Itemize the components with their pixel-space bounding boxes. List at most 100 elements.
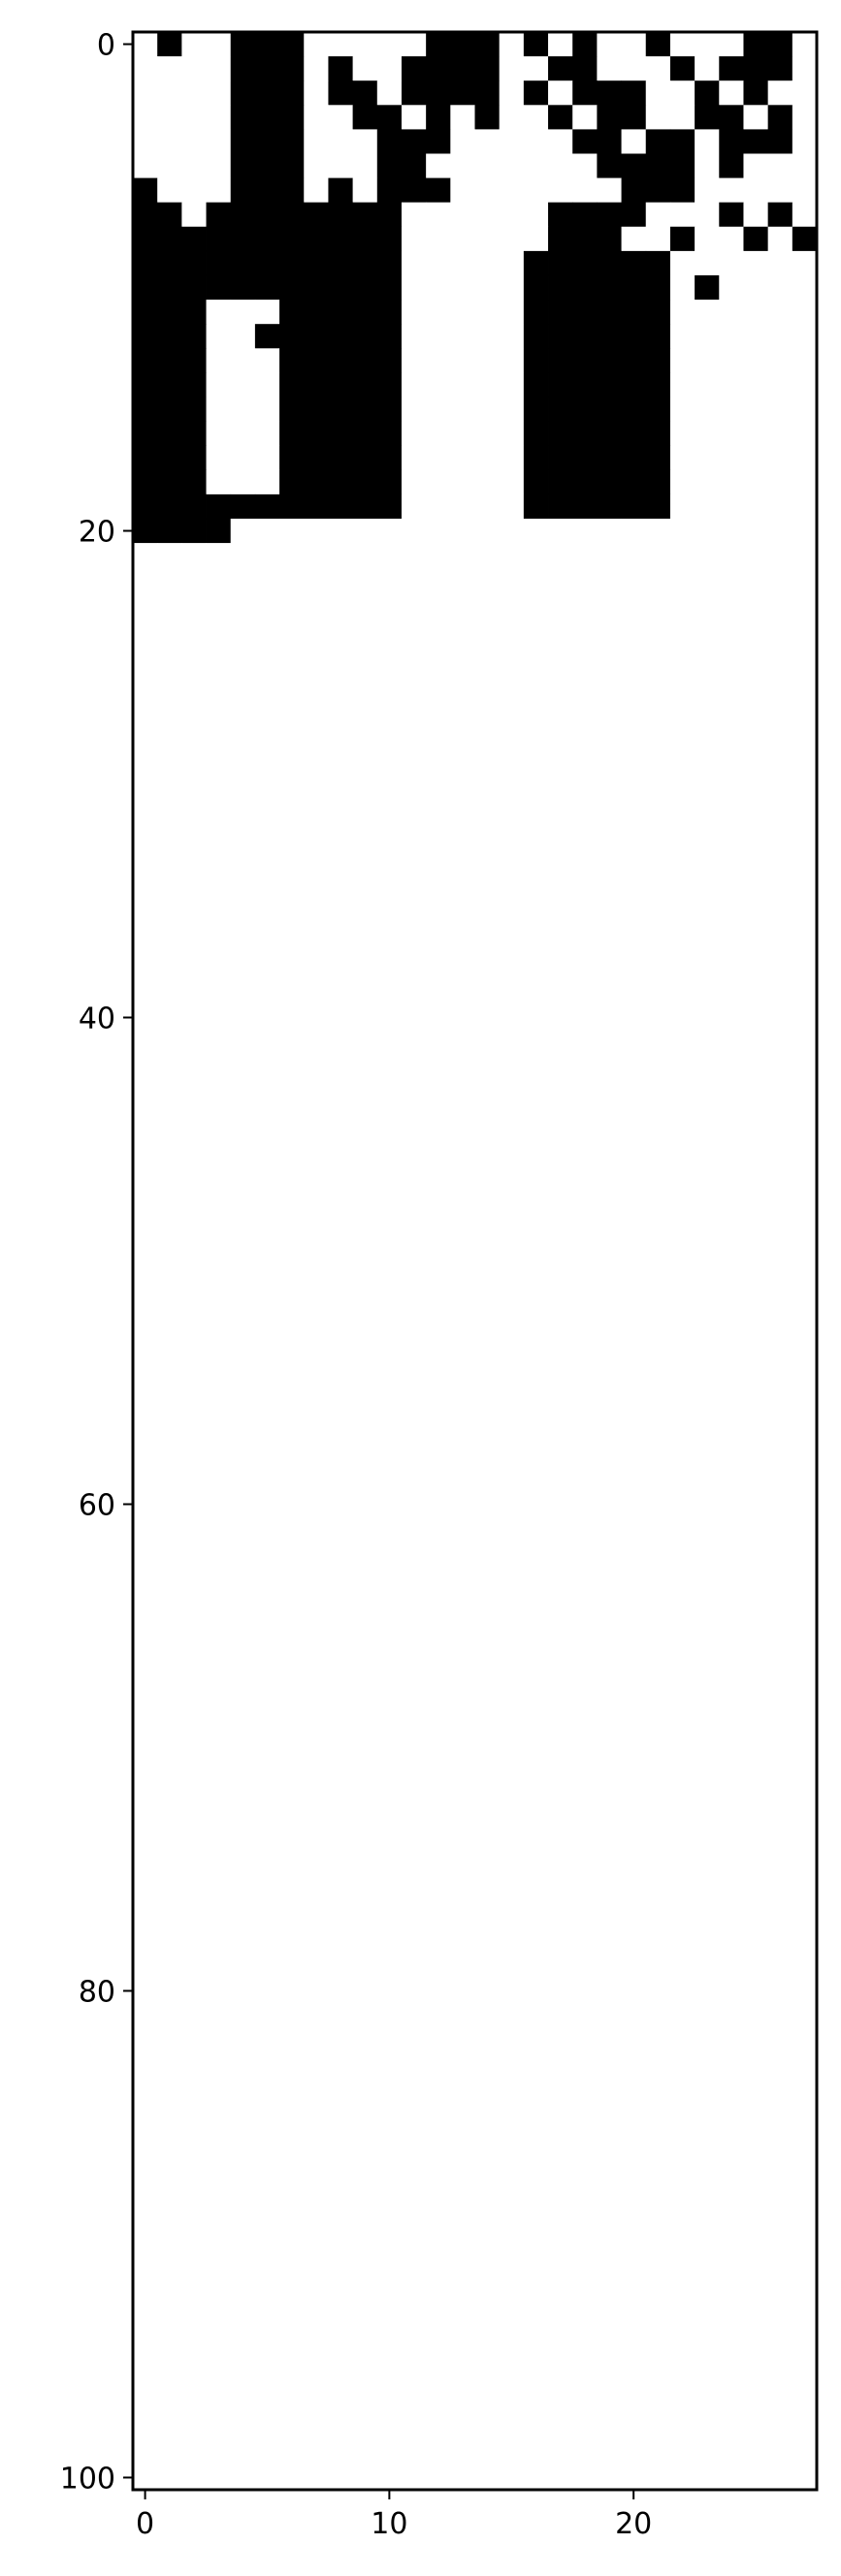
heatmap-cell [254, 1248, 280, 1274]
heatmap-cell [572, 32, 598, 57]
heatmap-cell [621, 835, 647, 860]
heatmap-cell [767, 1565, 793, 1590]
heatmap-cell [695, 616, 720, 641]
heatmap-cell [695, 2271, 720, 2296]
heatmap-cell [376, 1224, 403, 1250]
heatmap-cell [401, 1760, 427, 1785]
heatmap-cell [499, 1346, 525, 1371]
heatmap-cell [695, 811, 720, 836]
heatmap-cell [523, 2392, 549, 2418]
heatmap-cell [645, 811, 671, 836]
heatmap-cell [352, 1613, 378, 1638]
heatmap-cell [376, 616, 403, 641]
heatmap-cell [669, 1905, 695, 1931]
heatmap-cell [792, 2003, 818, 2028]
heatmap-cell [597, 688, 622, 715]
heatmap-cell [474, 1929, 501, 1956]
heatmap-cell [669, 1857, 695, 1882]
heatmap-cell [621, 274, 647, 301]
heatmap-cell [645, 324, 671, 349]
heatmap-cell [695, 1054, 720, 1079]
heatmap-cell [743, 202, 769, 228]
heatmap-cell [279, 1905, 305, 1931]
heatmap-cell [743, 2465, 769, 2491]
heatmap-cell [254, 1078, 280, 1103]
heatmap-cell [352, 32, 378, 57]
heatmap-cell [328, 1954, 354, 1980]
heatmap-cell [474, 1710, 501, 1736]
heatmap-cell [645, 2100, 671, 2125]
heatmap-cell [426, 2027, 451, 2052]
heatmap-cell [792, 518, 818, 544]
heatmap-cell [376, 105, 403, 130]
heatmap-cell [621, 493, 647, 520]
heatmap-cell [669, 2271, 695, 2296]
heatmap-cell [328, 1686, 354, 1712]
heatmap-cell [254, 1030, 280, 1055]
heatmap-cell [523, 1054, 549, 1079]
heatmap-cell [548, 1297, 573, 1322]
heatmap-cell [499, 1565, 525, 1590]
heatmap-cell [279, 2076, 305, 2101]
heatmap-cell [376, 786, 403, 811]
heatmap-cell [719, 274, 744, 301]
heatmap-cell [254, 1297, 280, 1322]
heatmap-cell [719, 2465, 744, 2491]
heatmap-cell [792, 761, 818, 787]
heatmap-cell [304, 129, 329, 154]
heatmap-cell [499, 1199, 525, 1225]
heatmap-cell [230, 226, 256, 252]
heatmap-cell [133, 591, 158, 617]
heatmap-cell [181, 1443, 207, 1469]
heatmap-cell [157, 2246, 182, 2272]
heatmap-cell [279, 1443, 305, 1469]
heatmap-cell [328, 2440, 354, 2466]
heatmap-cell [621, 1102, 647, 1128]
heatmap-cell [645, 567, 671, 592]
heatmap-cell [181, 1760, 207, 1785]
heatmap-cell [352, 640, 378, 665]
heatmap-cell [426, 250, 451, 276]
heatmap-cell [792, 640, 818, 665]
heatmap-cell [254, 1151, 280, 1177]
heatmap-cell [450, 1175, 475, 1201]
heatmap-cell [669, 1102, 695, 1128]
heatmap-cell [206, 2246, 232, 2272]
heatmap-cell [352, 1370, 378, 1395]
heatmap-cell [645, 1273, 671, 1298]
heatmap-cell [279, 932, 305, 958]
heatmap-cell [230, 1929, 256, 1956]
heatmap-cell [572, 1054, 598, 1079]
heatmap-cell [743, 1905, 769, 1931]
heatmap-cell [474, 202, 501, 228]
heatmap-cell [328, 2271, 354, 2296]
heatmap-cell [767, 2173, 793, 2199]
heatmap-cell [230, 469, 256, 495]
heatmap-cell [352, 421, 378, 447]
heatmap-cell [572, 1491, 598, 1517]
heatmap-cell [743, 932, 769, 958]
heatmap-cell [157, 2100, 182, 2125]
heatmap-cell [572, 1248, 598, 1274]
heatmap-cell [499, 1954, 525, 1980]
heatmap-cell [157, 1808, 182, 1833]
heatmap-cell [719, 761, 744, 787]
heatmap-cell [719, 1394, 744, 1420]
heatmap-cell [181, 1686, 207, 1712]
heatmap-cell [450, 2173, 475, 2199]
heatmap-cell [695, 1418, 720, 1445]
heatmap-cell [230, 1905, 256, 1931]
heatmap-cell [548, 737, 573, 763]
heatmap-cell [743, 1808, 769, 1833]
heatmap-cell [133, 907, 158, 934]
heatmap-cell [695, 786, 720, 811]
heatmap-cell [254, 300, 280, 325]
heatmap-cell [621, 324, 647, 349]
heatmap-cell [376, 1954, 403, 1980]
heatmap-cell [426, 421, 451, 447]
heatmap-cell [621, 2271, 647, 2296]
heatmap-cell [376, 1929, 403, 1956]
heatmap-cell [352, 274, 378, 301]
heatmap-cell [597, 445, 622, 471]
